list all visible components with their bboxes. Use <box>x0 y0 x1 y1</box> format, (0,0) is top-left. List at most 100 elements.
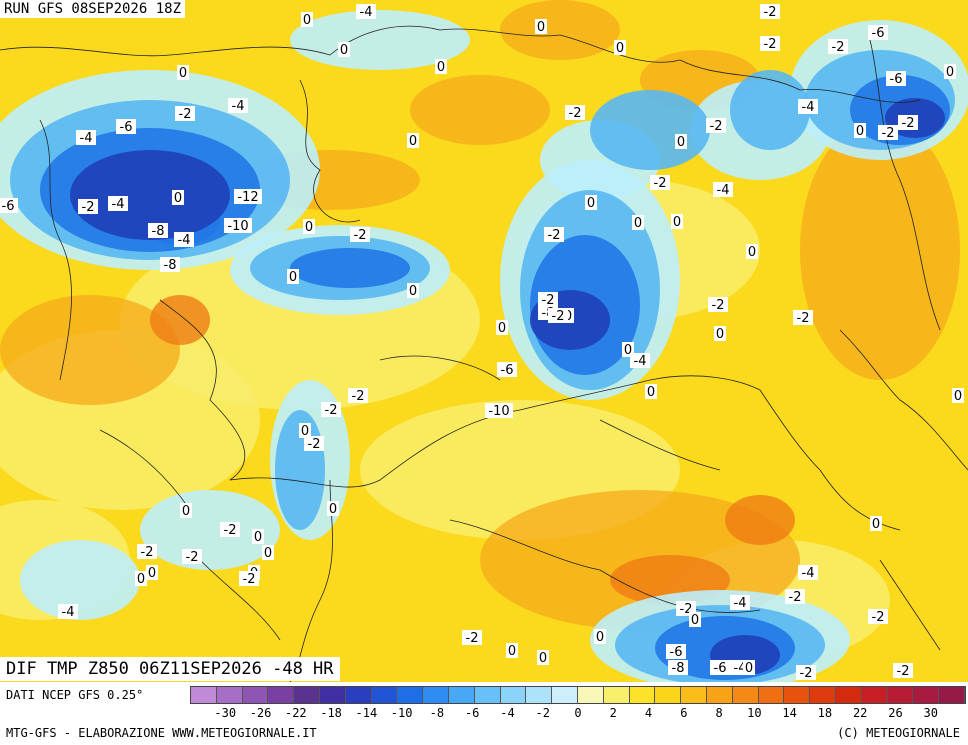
cool-mid-area <box>730 70 810 150</box>
contour-label: 0 <box>146 565 158 581</box>
map-panel: -4 0 0 0 0 0 -2 -4 0 -2 -4 -6 -6 0 0 0 -2 0 -2 -2 -2 -6 -4 0 -2-… <box>0 0 968 682</box>
contour-label: 0 <box>338 42 350 58</box>
svg-text:0: 0 <box>624 343 632 358</box>
contour-label: -12 <box>234 189 262 205</box>
svg-text:-2: -2 <box>797 311 810 326</box>
svg-text:0: 0 <box>301 424 309 439</box>
contour-label: -6 <box>710 660 730 676</box>
svg-text:-4: -4 <box>112 197 125 212</box>
legend-swatch <box>216 687 243 703</box>
contour-label: -2 <box>78 199 98 215</box>
warm-deep-area <box>150 295 210 345</box>
legend-swatch <box>242 687 269 703</box>
contour-label: 0 <box>743 660 755 676</box>
contour-label: -4 <box>174 232 194 248</box>
contour-label: 0 <box>301 12 313 28</box>
legend-swatch <box>268 687 295 703</box>
svg-text:0: 0 <box>745 661 753 676</box>
contour-label: 0 <box>172 190 184 206</box>
svg-text:0: 0 <box>616 41 624 56</box>
svg-text:-10: -10 <box>488 404 509 419</box>
svg-text:0: 0 <box>289 270 297 285</box>
legend-swatch <box>861 687 888 703</box>
svg-text:0: 0 <box>174 191 182 206</box>
contour-label: 0 <box>303 219 315 235</box>
contour-label: -6 <box>0 198 18 214</box>
warm-deep-area <box>725 495 795 545</box>
contour-label: -2 <box>548 308 568 324</box>
legend-tick-label: 6 <box>680 706 688 720</box>
contour-label: -2 <box>175 106 195 122</box>
border-line <box>99 429 191 511</box>
legend-swatch <box>913 687 940 703</box>
svg-text:-2: -2 <box>186 550 199 565</box>
legend-tick-label: 2 <box>609 706 617 720</box>
credits-left: MTG-GFS - ELABORAZIONE WWW.METEOGIORNALE… <box>6 726 317 740</box>
legend-tick-label: 0 <box>574 706 582 720</box>
contour-label: -4 <box>356 4 376 20</box>
svg-text:0: 0 <box>437 60 445 75</box>
contour-label: -4 <box>228 98 248 114</box>
legend-swatch <box>191 687 217 703</box>
legend-tick-label: 8 <box>715 706 723 720</box>
svg-text:0: 0 <box>305 220 313 235</box>
legend-swatch <box>423 687 449 703</box>
contour-label: 0 <box>407 133 419 149</box>
contour-label: 0 <box>585 195 597 211</box>
legend-swatch <box>345 687 372 703</box>
contour-label: -2 <box>898 115 918 131</box>
legend-swatch <box>371 687 398 703</box>
contour-label: 0 <box>435 59 447 75</box>
svg-text:-12: -12 <box>237 190 258 205</box>
svg-text:0: 0 <box>946 65 954 80</box>
contour-label: -2 <box>350 227 370 243</box>
svg-text:-2: -2 <box>179 107 192 122</box>
contour-label: -2 <box>706 118 726 134</box>
contour-label: 0 <box>594 629 606 645</box>
contour-label: 0 <box>854 123 866 139</box>
svg-text:-6: -6 <box>2 199 15 214</box>
svg-text:-2: -2 <box>325 403 338 418</box>
contour-label: -2 <box>239 571 259 587</box>
legend-swatch <box>474 687 501 703</box>
contour-label: -2 <box>304 436 324 452</box>
source-label: DATI NCEP GFS 0.25° <box>6 688 144 702</box>
svg-text:-2: -2 <box>710 119 723 134</box>
border-line <box>379 355 501 381</box>
contour-label: -8 <box>668 660 688 676</box>
border-line <box>879 559 941 651</box>
svg-text:-2: -2 <box>872 610 885 625</box>
svg-text:-6: -6 <box>120 120 133 135</box>
contour-label: -6 <box>886 71 906 87</box>
svg-text:-4: -4 <box>717 183 730 198</box>
svg-text:0: 0 <box>409 284 417 299</box>
contour-label: -2 <box>708 297 728 313</box>
svg-text:-2: -2 <box>548 228 561 243</box>
svg-text:0: 0 <box>587 196 595 211</box>
contour-label: -2 <box>348 388 368 404</box>
warm-orange-area <box>800 120 960 380</box>
svg-text:0: 0 <box>537 20 545 35</box>
svg-text:0: 0 <box>677 135 685 150</box>
svg-text:-2: -2 <box>569 106 582 121</box>
contour-label: -2 <box>220 522 240 538</box>
legend-tick-label: -2 <box>535 706 550 720</box>
legend-tick-label: -26 <box>249 706 272 720</box>
svg-text:-4: -4 <box>80 131 93 146</box>
contour-label: 0 <box>506 643 518 659</box>
legend-swatch <box>603 687 630 703</box>
contour-label: -4 <box>58 604 78 620</box>
cool-mid-area <box>590 90 710 170</box>
warm-orange-area <box>500 0 620 60</box>
contour-label: -4 <box>108 196 128 212</box>
legend-swatch <box>706 687 733 703</box>
svg-text:-2: -2 <box>552 309 565 324</box>
contour-label: -2 <box>137 544 157 560</box>
border-line <box>759 389 901 531</box>
svg-text:-4: -4 <box>802 566 815 581</box>
svg-text:-4: -4 <box>634 354 647 369</box>
legend-swatch <box>629 687 656 703</box>
legend-swatch <box>655 687 682 703</box>
legend-swatch <box>681 687 707 703</box>
contour-label: 0 <box>614 40 626 56</box>
